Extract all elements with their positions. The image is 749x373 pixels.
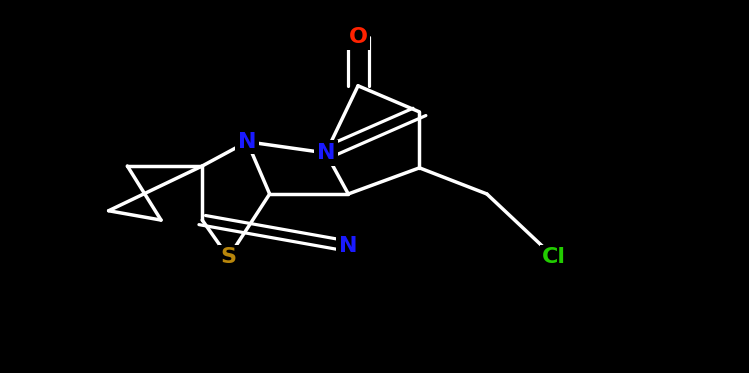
Text: O: O [348, 27, 368, 47]
Text: Cl: Cl [542, 247, 566, 267]
Text: N: N [339, 236, 357, 256]
Text: N: N [317, 143, 335, 163]
Text: S: S [220, 247, 237, 267]
Text: N: N [238, 132, 256, 152]
